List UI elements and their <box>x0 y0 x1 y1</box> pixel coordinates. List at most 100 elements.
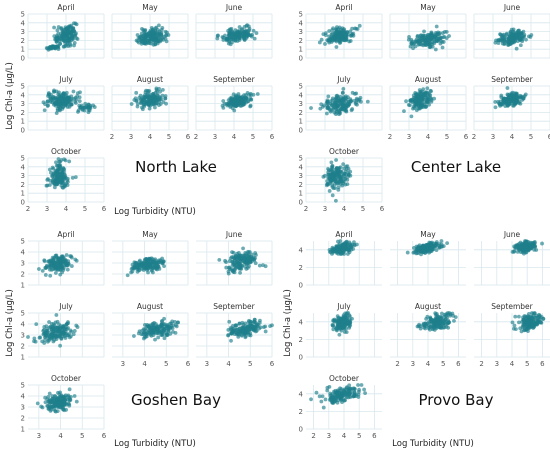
y-tick-label: 5 <box>299 155 303 163</box>
data-point <box>63 329 68 334</box>
data-point <box>229 36 233 41</box>
x-tick-label: 3 <box>327 432 331 440</box>
data-point <box>61 30 66 35</box>
data-point <box>338 176 343 181</box>
data-point <box>334 45 339 49</box>
x-tick-label: 2 <box>26 205 30 213</box>
data-point <box>496 99 500 104</box>
data-point <box>348 244 353 248</box>
data-point <box>317 40 322 45</box>
x-tick-label: 6 <box>548 133 550 141</box>
data-point <box>56 31 61 36</box>
data-point <box>254 31 259 35</box>
data-point <box>165 323 170 327</box>
data-point <box>56 157 61 161</box>
data-point <box>56 390 60 395</box>
data-point <box>244 23 249 28</box>
facet-panel: October 1 2 3 4 5 3 4 5 6 <box>21 374 107 440</box>
x-tick-label: 3 <box>45 205 49 213</box>
data-point <box>53 45 58 50</box>
data-point <box>69 102 74 107</box>
data-point <box>158 89 162 94</box>
data-point <box>338 111 342 116</box>
data-point <box>251 28 256 33</box>
data-point <box>125 273 130 278</box>
data-point <box>340 394 345 399</box>
data-point <box>53 409 58 413</box>
data-point <box>518 43 523 48</box>
data-point <box>143 327 148 331</box>
data-point <box>154 97 159 101</box>
data-point <box>439 320 443 325</box>
y-tick-label: 0 <box>299 199 303 207</box>
data-point <box>241 327 245 332</box>
data-point <box>538 313 542 318</box>
data-point <box>534 318 538 323</box>
data-point <box>53 253 58 258</box>
data-point <box>61 94 65 99</box>
data-point <box>163 96 168 101</box>
data-point <box>49 259 54 263</box>
x-tick-label: 2 <box>388 133 392 141</box>
data-point <box>348 386 353 391</box>
facet-title: April <box>335 230 352 239</box>
data-point <box>240 320 245 325</box>
data-point <box>521 315 525 320</box>
data-point <box>145 100 150 105</box>
data-point <box>331 318 336 323</box>
x-tick-label: 2 <box>395 360 399 368</box>
x-tick-label: 5 <box>445 133 449 141</box>
data-point <box>217 257 222 262</box>
x-tick-label: 4 <box>58 432 63 440</box>
x-tick-label: 3 <box>495 360 499 368</box>
data-point <box>55 182 60 187</box>
y-tick-label: 5 <box>299 11 303 19</box>
data-point <box>150 30 155 35</box>
data-point <box>336 98 341 103</box>
data-point <box>63 336 68 340</box>
y-tick-label: 0 <box>299 426 303 434</box>
data-point <box>45 104 50 108</box>
data-point <box>250 252 254 257</box>
y-tick-label: 2 <box>299 408 303 416</box>
data-point <box>147 89 152 93</box>
data-point <box>158 328 163 333</box>
data-point <box>314 390 319 395</box>
x-axis-label: Log Turbidity (NTU) <box>114 207 196 217</box>
data-point <box>54 160 58 165</box>
y-tick-label: 0 <box>299 55 303 63</box>
y-tick-label: 4 <box>299 163 304 171</box>
data-point <box>160 26 165 30</box>
data-point <box>351 33 356 38</box>
data-point <box>146 41 150 45</box>
data-point <box>42 341 47 345</box>
data-point <box>245 266 250 270</box>
data-point <box>74 22 79 27</box>
data-point <box>150 102 155 107</box>
data-point <box>54 337 59 341</box>
data-point <box>328 398 332 402</box>
data-point <box>55 179 60 184</box>
data-point <box>493 100 498 104</box>
data-point <box>63 258 68 262</box>
x-tick-label: 3 <box>121 360 125 368</box>
data-point <box>43 338 47 342</box>
data-point <box>146 324 151 329</box>
data-point <box>140 262 145 267</box>
data-point <box>522 34 527 39</box>
y-tick-label: 2 <box>299 264 303 272</box>
data-point <box>340 105 344 110</box>
y-tick-label: 5 <box>21 310 25 318</box>
facet-panel: August 2 3 4 5 6 <box>110 75 191 141</box>
data-point <box>527 315 532 319</box>
y-tick-label: 2 <box>21 37 25 45</box>
data-point <box>60 334 65 339</box>
data-point <box>348 320 353 325</box>
data-point <box>334 174 339 179</box>
data-point <box>73 175 78 180</box>
y-tick-label: 5 <box>21 83 25 91</box>
data-point <box>129 102 134 106</box>
data-point <box>336 321 341 325</box>
data-point <box>347 383 352 388</box>
